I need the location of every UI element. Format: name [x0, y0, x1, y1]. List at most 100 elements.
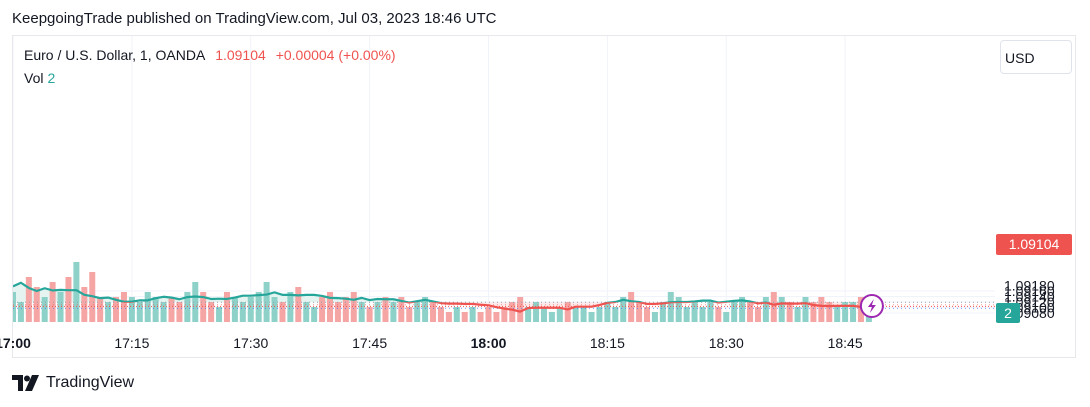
volume-bar	[327, 292, 333, 322]
volume-bar	[366, 307, 373, 322]
volume-bar	[525, 307, 532, 322]
volume-value: 2	[47, 70, 56, 86]
volume-bar	[33, 287, 40, 322]
volume-bar	[350, 292, 357, 322]
volume-bar	[517, 297, 524, 322]
volume-bar	[128, 297, 135, 322]
volume-bar	[620, 297, 627, 322]
volume-bar	[778, 297, 785, 322]
tradingview-footer[interactable]: TradingView	[12, 374, 134, 392]
x-tick-label: 18:45	[828, 335, 863, 351]
volume-bar	[223, 292, 230, 322]
volume-bar	[715, 307, 722, 322]
x-tick-label: 17:00	[0, 335, 31, 351]
volume-bar	[208, 302, 215, 322]
volume-bar	[406, 307, 413, 322]
volume-bar	[216, 307, 223, 322]
volume-bar	[572, 307, 579, 322]
volume-bar	[564, 302, 571, 322]
volume-legend: Vol 2	[24, 70, 55, 86]
y-tick-label: 1.09180	[1004, 278, 1055, 294]
volume-bar	[588, 312, 595, 322]
x-tick-label: 17:15	[114, 335, 149, 351]
volume-bar	[826, 302, 833, 322]
y-tick-label: 1.09160	[1004, 283, 1055, 299]
tradingview-logo-icon	[12, 375, 39, 391]
volume-bar	[41, 297, 48, 322]
volume-bar	[596, 307, 603, 322]
price-line-up	[13, 281, 807, 303]
volume-bar	[247, 297, 254, 322]
volume-bar	[81, 287, 88, 322]
chart-legend: Euro / U.S. Dollar, 1, OANDA 1.09104 +0.…	[24, 47, 402, 63]
volume-bar	[707, 302, 714, 322]
volume-bar	[65, 277, 72, 322]
volume-bar	[97, 297, 104, 322]
volume-bar	[152, 297, 159, 322]
volume-bar	[731, 302, 738, 322]
volume-bar	[390, 302, 397, 322]
volume-bar	[303, 302, 310, 322]
volume-bar	[25, 277, 32, 322]
volume-bar	[430, 302, 437, 322]
volume-bar	[810, 302, 817, 322]
volume-bar	[382, 297, 389, 322]
legend-price: 1.09104	[215, 47, 266, 63]
volume-bar	[279, 302, 286, 322]
volume-bar	[747, 302, 754, 322]
volume-bar	[255, 292, 262, 322]
volume-bar	[493, 312, 500, 322]
volume-bar	[453, 307, 460, 322]
volume-bar	[842, 302, 849, 322]
volume-bar	[675, 297, 682, 322]
volume-bar	[818, 297, 825, 322]
volume-bar	[485, 307, 492, 322]
volume-bar	[548, 312, 555, 322]
volume-bar	[374, 302, 381, 322]
volume-bar	[120, 292, 127, 322]
volume-bar	[683, 307, 690, 322]
volume-bar	[754, 307, 761, 322]
volume-label: Vol	[24, 70, 44, 86]
volume-bar	[762, 297, 769, 322]
volume-bar	[667, 292, 674, 322]
volume-bar	[319, 297, 326, 322]
volume-bar	[311, 307, 318, 322]
volume-bar	[168, 297, 175, 322]
volume-bar	[628, 292, 635, 322]
volume-bar	[501, 307, 508, 322]
currency-button[interactable]: USD	[1000, 40, 1072, 74]
x-tick-label: 17:45	[352, 335, 387, 351]
volume-bar	[850, 302, 857, 322]
volume-bar	[73, 262, 80, 322]
legend-change: +0.00004 (+0.00%)	[275, 47, 396, 63]
volume-bar	[509, 302, 516, 322]
volume-bar	[723, 312, 730, 322]
volume-bar	[445, 312, 452, 322]
last-price-tag: 1.09104	[996, 234, 1072, 255]
volume-bar	[287, 292, 294, 322]
volume-bar	[802, 297, 809, 322]
volume-bar	[540, 307, 547, 322]
volume-bar	[414, 302, 421, 322]
tradingview-brand: TradingView	[46, 374, 135, 391]
volume-bar	[176, 302, 183, 322]
volume-bar	[334, 302, 341, 322]
volume-bar	[612, 307, 619, 322]
y-tick-label: 1.09140	[1004, 289, 1055, 305]
chart-frame	[12, 35, 1076, 358]
price-line-down	[121, 302, 869, 313]
volume-bar	[794, 307, 801, 322]
x-tick-label: 18:30	[709, 335, 744, 351]
volume-bar	[271, 297, 278, 322]
volume-bar	[699, 307, 706, 322]
volume-bar	[13, 292, 16, 322]
price-chart[interactable]: 1.090801.091001.091201.091401.091601.091…	[0, 0, 1090, 360]
volume-bar	[144, 292, 151, 322]
volume-bar	[160, 302, 167, 322]
published-header: KeepgoingTrade published on TradingView.…	[12, 10, 497, 27]
volume-bar	[239, 302, 246, 322]
volume-bar	[184, 292, 191, 322]
volume-bar	[136, 302, 143, 322]
volume-bar	[636, 302, 643, 322]
